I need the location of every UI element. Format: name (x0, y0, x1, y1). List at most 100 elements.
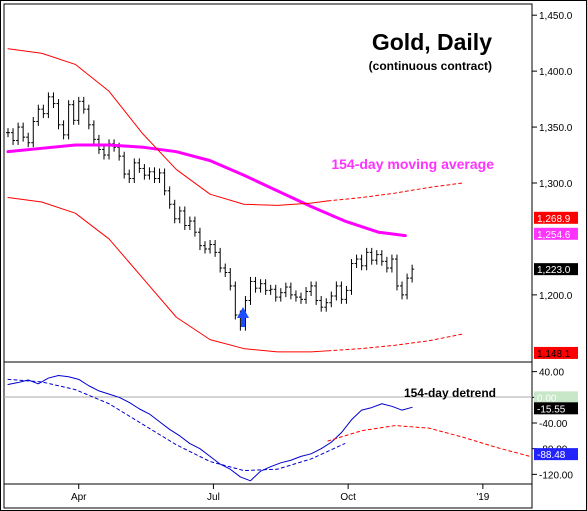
value-badge: -88.48 (534, 448, 578, 461)
price-bar (71, 100, 76, 125)
price-bar (51, 92, 56, 109)
price-bar (278, 288, 283, 302)
lower-band-projection-line (327, 333, 464, 352)
price-bar (122, 151, 127, 179)
chart-title: Gold, Daily (372, 29, 492, 55)
price-bar (66, 100, 71, 140)
price-bar (359, 254, 364, 271)
y-tick-label: 1,200.0 (539, 291, 573, 302)
value-badge-label: 1,254.6 (537, 230, 571, 241)
price-bar (248, 276, 253, 305)
lower-band-line (7, 197, 329, 353)
price-bar (147, 167, 152, 180)
price-bar (167, 186, 172, 209)
value-badge-label: 1,223.0 (537, 265, 571, 276)
detrend-series-layer (7, 374, 531, 482)
price-bar (81, 96, 86, 114)
154-day-moving-average-line (6, 143, 407, 238)
price-bar (293, 290, 298, 302)
price-bar (6, 128, 10, 138)
price-bar (319, 295, 324, 312)
detrend-title: 154-day detrend (404, 386, 496, 400)
detrend-trend-line (7, 378, 346, 472)
price-bar (410, 264, 415, 283)
value-badge: 0.00 (534, 391, 578, 404)
value-badge: 1,148.1 (534, 346, 578, 360)
price-bar (213, 240, 218, 257)
price-bar (61, 120, 66, 140)
price-bar (349, 259, 354, 295)
price-bar (208, 240, 213, 254)
x-tick-label: '19 (476, 492, 489, 503)
x-axis-frame (3, 483, 533, 509)
price-bar (26, 132, 31, 148)
price-bar (46, 92, 51, 119)
value-badge: -15.55 (534, 402, 578, 415)
price-bar (309, 281, 314, 296)
price-bar (253, 276, 258, 293)
value-badge: 1,254.6 (534, 227, 578, 241)
price-bar (268, 284, 273, 295)
price-bar (354, 254, 359, 269)
value-badge-label: 1,148.1 (537, 349, 571, 360)
detrend-projection-line (327, 425, 531, 457)
badge-layer: 1,268.9 1,254.6 1,223.0 1,148.1 0.00-15.55 -8… (534, 211, 578, 461)
price-bar (273, 284, 278, 302)
price-bar (263, 279, 268, 295)
154-day-detrend-line (7, 374, 413, 482)
price-bar (379, 250, 384, 266)
price-bar (142, 163, 147, 180)
y-tick-label: -40.00 (539, 419, 568, 430)
price-bar (192, 216, 197, 237)
price-bar (187, 216, 192, 230)
price-bar (374, 250, 379, 265)
price-bar (233, 281, 238, 320)
price-bar (76, 96, 81, 125)
y-tick-label: 1,450.0 (539, 11, 573, 22)
moving-average-label: 154-day moving average (331, 156, 494, 172)
price-bar (369, 247, 374, 265)
price-bar (364, 247, 369, 271)
value-badge-label: 0.00 (537, 393, 557, 404)
price-bar (228, 268, 233, 291)
price-bar (203, 241, 208, 254)
y-tick-label: 1,350.0 (539, 123, 573, 134)
price-bar (36, 104, 41, 126)
price-bar (172, 199, 177, 224)
price-bar (258, 279, 263, 293)
value-badge: 1,223.0 (534, 263, 578, 276)
price-bar (324, 298, 329, 312)
price-bar (177, 206, 182, 224)
price-bar (41, 104, 46, 119)
price-bar (283, 282, 288, 298)
y-tick-label: 40.00 (539, 368, 564, 379)
price-bar (11, 128, 16, 145)
x-tick-label: Oct (340, 492, 356, 503)
price-bar (182, 206, 187, 230)
value-badge-label: 1,268.9 (537, 214, 571, 225)
value-badge-label: -88.48 (537, 450, 566, 461)
up-arrow-icon (237, 307, 249, 327)
y-tick-label: 1,400.0 (539, 67, 573, 78)
price-bar (288, 282, 293, 300)
price-bar (339, 281, 344, 304)
price-bar (344, 285, 349, 304)
price-bar (389, 254, 394, 273)
y-tick-label: -120.00 (539, 470, 573, 481)
value-badge: 1,268.9 (534, 211, 578, 225)
price-bar (334, 281, 339, 301)
price-bar (86, 104, 91, 130)
price-bar (197, 227, 202, 251)
axis-layer: 1,450.0 1,400.0 1,350.0 1,300.0 1,200.0 40.00… (71, 11, 573, 503)
price-bar (218, 247, 223, 273)
upper-band-projection-line (327, 182, 464, 202)
price-bar (21, 122, 26, 142)
y-tick-label: 1,300.0 (539, 179, 573, 190)
price-bar (137, 158, 142, 173)
price-bar (329, 291, 334, 308)
price-bar (56, 99, 61, 130)
x-tick-label: Jul (207, 492, 220, 503)
